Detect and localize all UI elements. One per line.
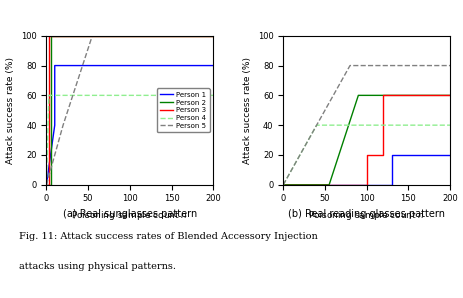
Person 5 xyxy=(296,153,302,157)
Person 1 xyxy=(52,64,57,67)
Person 3 xyxy=(44,183,49,187)
Person 3 xyxy=(363,183,369,187)
Person 2 xyxy=(64,34,70,38)
Person 3 xyxy=(363,153,369,157)
Text: (a) Real sunglasses pattern: (a) Real sunglasses pattern xyxy=(63,209,196,219)
Person 2 xyxy=(210,34,216,38)
Line: Person 3: Person 3 xyxy=(282,95,449,185)
Text: (b) Real reading glasses pattern: (b) Real reading glasses pattern xyxy=(288,209,444,219)
Line: Person 3: Person 3 xyxy=(46,36,213,185)
Text: Fig. 11: Attack success rates of Blended Accessory Injection: Fig. 11: Attack success rates of Blended… xyxy=(19,232,317,241)
Person 1 xyxy=(388,153,394,157)
Person 1 xyxy=(44,183,49,187)
Person 4 xyxy=(446,123,452,127)
X-axis label: Poisoning sample count $n$: Poisoning sample count $n$ xyxy=(71,209,188,222)
Person 2 xyxy=(446,94,452,97)
Person 4 xyxy=(210,94,216,97)
Person 5 xyxy=(346,64,352,67)
Person 1 xyxy=(210,64,216,67)
Person 1 xyxy=(388,183,394,187)
Line: Person 5: Person 5 xyxy=(282,66,449,185)
Person 3 xyxy=(380,94,385,97)
Legend: Person 1, Person 2, Person 3, Person 4, Person 5: Person 1, Person 2, Person 3, Person 4, … xyxy=(156,88,209,132)
Text: attacks using physical patterns.: attacks using physical patterns. xyxy=(19,262,175,271)
Line: Person 1: Person 1 xyxy=(282,155,449,185)
Person 2 xyxy=(325,183,331,187)
Y-axis label: Attack success rate (%): Attack success rate (%) xyxy=(6,57,15,164)
Person 3 xyxy=(280,183,285,187)
Person 5 xyxy=(346,64,352,67)
Person 3 xyxy=(46,34,51,38)
Line: Person 1: Person 1 xyxy=(46,66,213,185)
Line: Person 4: Person 4 xyxy=(282,125,449,185)
Person 4 xyxy=(280,183,285,187)
Person 5 xyxy=(280,183,285,187)
Person 3 xyxy=(446,94,452,97)
Person 2 xyxy=(48,34,53,38)
Person 4 xyxy=(46,94,51,97)
Person 5 xyxy=(60,123,66,127)
Person 5 xyxy=(210,34,216,38)
Person 2 xyxy=(48,183,53,187)
Line: Person 2: Person 2 xyxy=(282,95,449,185)
Person 5 xyxy=(44,183,49,187)
Line: Person 5: Person 5 xyxy=(46,36,213,185)
Person 1 xyxy=(280,183,285,187)
Line: Person 2: Person 2 xyxy=(46,36,213,185)
Person 5 xyxy=(446,64,452,67)
Person 1 xyxy=(52,123,57,127)
Person 4 xyxy=(44,183,49,187)
Person 5 xyxy=(89,34,95,38)
Person 5 xyxy=(296,153,302,157)
Person 4 xyxy=(313,123,319,127)
Person 2 xyxy=(44,183,49,187)
Person 2 xyxy=(325,183,331,187)
Person 1 xyxy=(85,64,91,67)
Line: Person 4: Person 4 xyxy=(46,95,213,185)
Person 5 xyxy=(89,34,95,38)
Person 1 xyxy=(446,153,452,157)
Person 2 xyxy=(64,34,70,38)
X-axis label: Poisoning sample count $n$: Poisoning sample count $n$ xyxy=(307,209,424,222)
Person 2 xyxy=(355,94,360,97)
Y-axis label: Attack success rate (%): Attack success rate (%) xyxy=(243,57,252,164)
Person 4 xyxy=(46,94,51,97)
Person 5 xyxy=(60,123,66,127)
Person 4 xyxy=(313,123,319,127)
Person 3 xyxy=(380,153,385,157)
Person 1 xyxy=(85,64,91,67)
Person 3 xyxy=(210,34,216,38)
Person 3 xyxy=(46,183,51,187)
Person 2 xyxy=(280,183,285,187)
Person 2 xyxy=(355,94,360,97)
